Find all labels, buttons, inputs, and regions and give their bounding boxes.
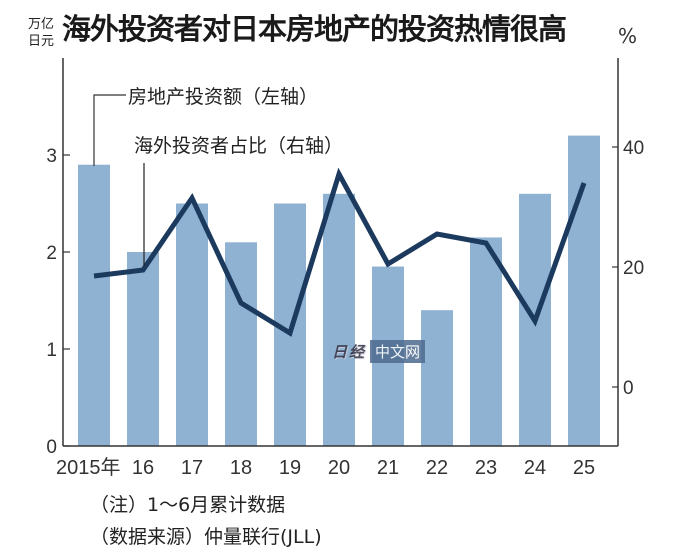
right-tick-label: 40 xyxy=(623,138,644,159)
source-note: （数据来源）仲量联行(JLL) xyxy=(90,526,322,548)
x-tick-label: 21 xyxy=(377,457,399,479)
bar-2015年 xyxy=(78,164,110,446)
x-tick-label: 22 xyxy=(426,457,448,479)
bar-16 xyxy=(127,252,159,446)
watermark: 日经 中文网 xyxy=(328,339,426,363)
left-axis-unit: 万亿日元 xyxy=(28,17,55,49)
right-tick-label: 0 xyxy=(623,378,634,399)
bar-20 xyxy=(323,193,355,446)
bar-23 xyxy=(470,237,502,446)
right-axis-unit: % xyxy=(618,24,638,48)
left-tick-label: 3 xyxy=(46,146,57,167)
x-tick-label: 24 xyxy=(524,457,546,479)
x-tick-label: 17 xyxy=(181,457,203,479)
x-tick-label: 23 xyxy=(475,457,497,479)
left-tick-label: 0 xyxy=(46,437,57,458)
right-axis-ticks: 0 20 40 xyxy=(612,138,644,399)
footnote: （注）1～6月累计数据 xyxy=(90,494,286,516)
x-axis-labels: 2015年 16 17 18 19 20 21 22 23 24 25 xyxy=(56,456,595,479)
right-tick-label: 20 xyxy=(623,258,644,279)
watermark-box: 中文网 xyxy=(370,339,426,363)
x-tick-label: 25 xyxy=(573,457,595,479)
x-tick-label: 2015年 xyxy=(56,456,121,479)
legend-line-label: 海外投资者占比（右轴） xyxy=(134,135,343,157)
bar-series xyxy=(78,135,600,446)
x-tick-label: 16 xyxy=(132,457,154,479)
left-axis-ticks: 0 1 2 3 xyxy=(46,146,70,458)
bar-17 xyxy=(176,203,208,446)
legend-bars-label: 房地产投资额（左轴） xyxy=(128,86,318,108)
chart-title: 海外投资者对日本房地产的投资热情很高 xyxy=(62,12,567,46)
bar-25 xyxy=(568,135,600,446)
x-tick-label: 18 xyxy=(230,457,252,479)
watermark-logo: 日经 xyxy=(332,342,367,361)
x-tick-label: 19 xyxy=(279,457,301,479)
left-tick-label: 2 xyxy=(46,243,57,264)
line-series xyxy=(93,167,587,337)
bar-18 xyxy=(225,242,257,446)
bar-legend-leader xyxy=(93,94,126,166)
x-tick-label: 20 xyxy=(328,457,350,479)
left-tick-label: 1 xyxy=(46,340,57,361)
bar-22 xyxy=(421,310,453,446)
